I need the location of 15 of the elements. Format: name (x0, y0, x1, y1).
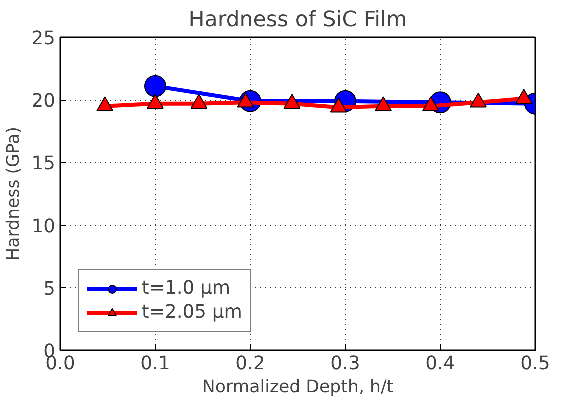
y-tick-label: 25 (32, 28, 56, 50)
y-tick-label: 5 (44, 278, 56, 300)
legend-label: t=2.05 μm (142, 302, 242, 323)
chart-title: Hardness of SiC Film (188, 8, 408, 32)
x-tick-label: 0.5 (520, 354, 550, 374)
y-tick-label: 20 (32, 91, 56, 112)
x-axis-title: Normalized Depth, h/t (202, 378, 394, 398)
x-tick-label: 0.1 (140, 354, 170, 374)
x-tick-label: 0.4 (426, 354, 456, 374)
y-axis-title: Hardness (GPa) (4, 127, 24, 261)
legend-label: t=1.0 μm (142, 278, 231, 299)
y-tick-label: 10 (32, 216, 56, 238)
x-tick-label: 0.2 (236, 354, 266, 374)
y-tick-label: 15 (32, 154, 56, 175)
x-tick-label: 0.3 (330, 354, 360, 374)
